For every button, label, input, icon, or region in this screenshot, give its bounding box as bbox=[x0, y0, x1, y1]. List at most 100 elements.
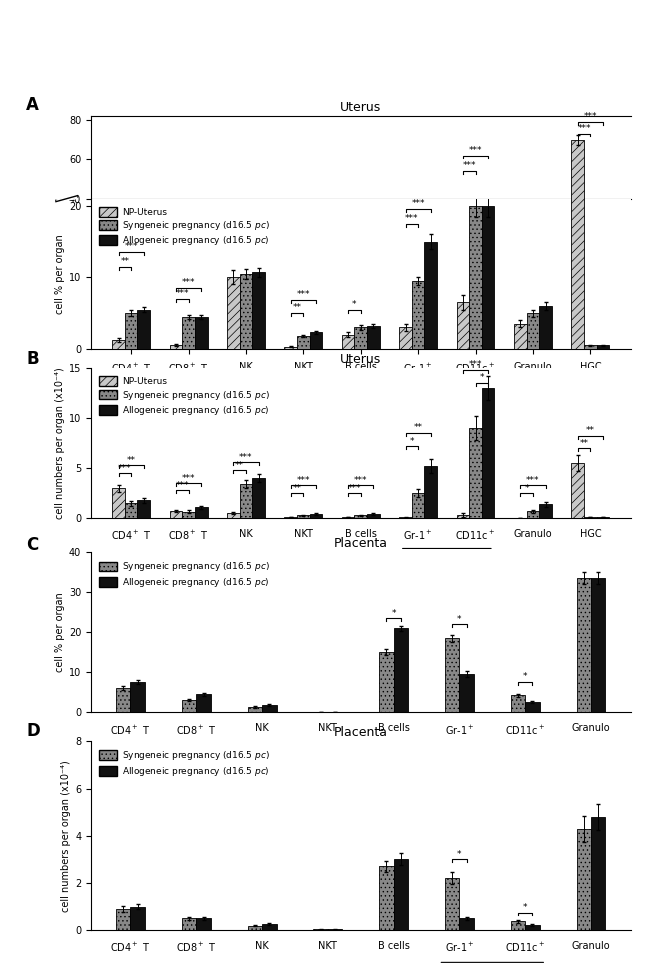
Bar bbox=[424, 466, 437, 518]
Text: **: ** bbox=[586, 426, 595, 435]
Text: *: * bbox=[352, 299, 357, 308]
Bar bbox=[424, 241, 437, 349]
Text: CD8$^+$ T: CD8$^+$ T bbox=[168, 362, 209, 375]
Text: Granulo: Granulo bbox=[572, 941, 610, 951]
Bar bbox=[584, 516, 597, 518]
Bar bbox=[399, 328, 412, 349]
Text: **: ** bbox=[580, 439, 588, 448]
Bar bbox=[227, 258, 240, 277]
Bar bbox=[482, 205, 495, 349]
Bar bbox=[112, 275, 125, 277]
Bar bbox=[571, 463, 584, 518]
Bar bbox=[262, 924, 276, 930]
Bar bbox=[248, 707, 262, 712]
Text: CD4$^+$ T: CD4$^+$ T bbox=[111, 362, 151, 375]
Bar bbox=[342, 273, 354, 277]
Text: ***: *** bbox=[577, 124, 591, 133]
Text: HGC: HGC bbox=[580, 362, 601, 372]
Text: ***: *** bbox=[182, 474, 195, 483]
Text: ***: *** bbox=[405, 214, 419, 223]
Text: **: ** bbox=[127, 455, 136, 464]
Text: NK: NK bbox=[255, 941, 269, 951]
Legend: Syngeneic pregnancy (d16.5 $\it{pc}$), Allogeneic pregnancy (d16.5 $\it{pc}$): Syngeneic pregnancy (d16.5 $\it{pc}$), A… bbox=[96, 746, 273, 781]
Text: NKT: NKT bbox=[318, 941, 337, 951]
Text: Gr-1$^+$: Gr-1$^+$ bbox=[404, 529, 433, 542]
Bar bbox=[412, 493, 424, 518]
Bar bbox=[460, 919, 474, 930]
Text: ***: *** bbox=[118, 463, 131, 473]
Bar bbox=[342, 516, 354, 518]
Bar bbox=[469, 428, 482, 518]
Bar bbox=[511, 696, 525, 712]
Bar bbox=[379, 652, 394, 712]
Title: Uterus: Uterus bbox=[340, 353, 382, 365]
Bar bbox=[297, 516, 309, 518]
Bar bbox=[170, 276, 182, 277]
Bar bbox=[571, 140, 584, 277]
Bar bbox=[195, 268, 207, 277]
Text: NKT: NKT bbox=[318, 724, 337, 734]
Text: **: ** bbox=[292, 484, 302, 492]
Text: ***: *** bbox=[296, 291, 310, 299]
Bar bbox=[367, 270, 380, 277]
Text: ***: *** bbox=[182, 278, 195, 287]
Bar bbox=[460, 674, 474, 712]
Title: Placenta: Placenta bbox=[333, 726, 388, 738]
Text: ***: *** bbox=[124, 242, 138, 251]
Bar bbox=[514, 270, 526, 277]
Bar bbox=[196, 694, 211, 712]
Bar bbox=[514, 324, 526, 349]
Title: Placenta: Placenta bbox=[333, 537, 388, 549]
Bar bbox=[182, 512, 195, 518]
Bar bbox=[309, 514, 322, 518]
Bar bbox=[248, 925, 262, 930]
Bar bbox=[125, 504, 138, 518]
Text: ***: *** bbox=[239, 453, 253, 461]
Text: *: * bbox=[523, 903, 528, 912]
Bar bbox=[394, 860, 408, 930]
Bar bbox=[195, 508, 207, 518]
Bar bbox=[511, 922, 525, 930]
Text: *: * bbox=[410, 436, 414, 446]
Text: Myeloid: Myeloid bbox=[428, 557, 465, 567]
Bar bbox=[469, 237, 482, 277]
Text: *: * bbox=[523, 672, 528, 681]
Bar bbox=[469, 205, 482, 349]
Bar bbox=[424, 248, 437, 277]
Bar bbox=[379, 866, 394, 930]
Text: **: ** bbox=[120, 257, 129, 266]
Legend: NP-Uterus, Syngeneic pregnancy (d16.5 $\it{pc}$), Allogeneic pregnancy (d16.5 $\: NP-Uterus, Syngeneic pregnancy (d16.5 $\… bbox=[96, 203, 273, 251]
Text: B cells: B cells bbox=[378, 724, 410, 734]
Text: *: * bbox=[457, 850, 462, 859]
Text: HGC: HGC bbox=[580, 529, 601, 539]
Bar bbox=[138, 309, 150, 349]
Bar bbox=[170, 512, 182, 518]
Bar bbox=[597, 276, 609, 277]
Bar bbox=[309, 272, 322, 277]
Text: Gr-1$^+$: Gr-1$^+$ bbox=[445, 941, 474, 953]
Text: NKT: NKT bbox=[294, 362, 313, 372]
Bar bbox=[591, 578, 606, 712]
Bar bbox=[252, 479, 265, 518]
Text: B: B bbox=[26, 350, 39, 368]
Bar bbox=[262, 705, 276, 712]
Bar bbox=[240, 257, 252, 277]
Text: CD8$^+$ T: CD8$^+$ T bbox=[168, 529, 209, 542]
Bar bbox=[584, 345, 597, 349]
Text: D: D bbox=[26, 723, 40, 740]
Text: ***: *** bbox=[176, 481, 189, 489]
Text: Myeloid: Myeloid bbox=[473, 753, 511, 763]
Text: **: ** bbox=[292, 303, 302, 312]
Bar bbox=[367, 326, 380, 349]
Y-axis label: cell % per organ: cell % per organ bbox=[55, 592, 65, 672]
Text: ***: *** bbox=[469, 360, 482, 369]
Text: Gr-1$^+$: Gr-1$^+$ bbox=[404, 362, 433, 375]
Bar bbox=[412, 281, 424, 349]
Bar bbox=[456, 302, 469, 349]
Text: ***: *** bbox=[584, 112, 597, 121]
Text: B cells: B cells bbox=[344, 362, 377, 372]
Bar bbox=[571, 0, 584, 349]
Bar bbox=[182, 317, 195, 349]
Bar bbox=[138, 500, 150, 518]
Text: NKT: NKT bbox=[294, 529, 313, 539]
